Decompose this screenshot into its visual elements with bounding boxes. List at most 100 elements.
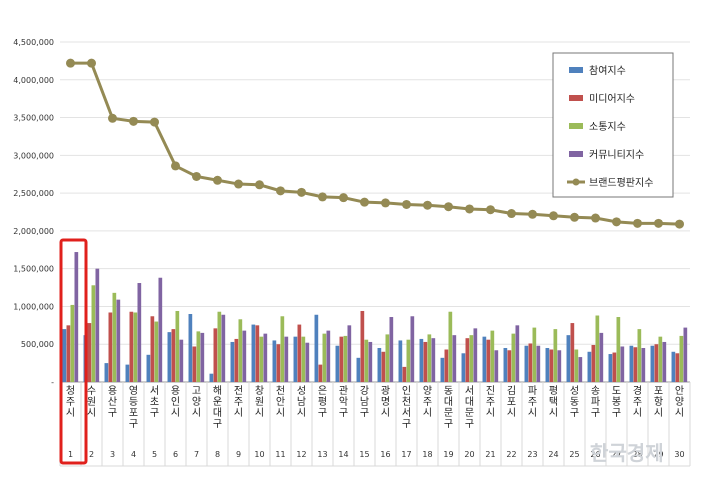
- bar: [507, 350, 512, 382]
- bar: [301, 336, 306, 382]
- bar: [347, 325, 352, 382]
- rank-label: 16: [380, 450, 390, 459]
- line-point: [486, 205, 495, 215]
- line-point: [507, 209, 516, 219]
- y-tick-label: 500,000: [21, 340, 54, 349]
- rank-label: 23: [527, 450, 537, 459]
- line-point: [675, 219, 684, 229]
- bar: [87, 323, 92, 382]
- y-tick-label: 3,000,000: [13, 151, 54, 160]
- line-point: [171, 161, 180, 171]
- bar: [461, 353, 466, 382]
- bar: [566, 335, 571, 382]
- bar: [196, 331, 201, 382]
- bar: [578, 357, 583, 382]
- bar: [356, 357, 361, 382]
- bar: [419, 338, 424, 382]
- rank-label: 5: [152, 450, 157, 459]
- bar: [633, 347, 638, 382]
- bar: [129, 311, 134, 382]
- rank-label: 28: [632, 450, 642, 459]
- legend-swatch: [569, 123, 583, 129]
- bar: [385, 334, 390, 382]
- bar: [154, 321, 159, 382]
- line-point: [612, 217, 621, 227]
- bar-series: [62, 252, 688, 382]
- bar: [406, 339, 411, 382]
- rank-label: 2: [89, 450, 94, 459]
- rank-label: 11: [275, 450, 285, 459]
- bar: [545, 348, 550, 382]
- bar: [364, 339, 369, 382]
- y-tick-label: 4,500,000: [13, 38, 54, 47]
- bar: [587, 351, 592, 382]
- bar: [410, 316, 415, 382]
- bar: [423, 341, 428, 382]
- legend-swatch: [569, 95, 583, 101]
- bar: [528, 343, 533, 382]
- bar: [272, 340, 277, 382]
- bar: [234, 338, 239, 382]
- bar: [549, 349, 554, 382]
- x-axis: 청 주 시 1 수 원 시 2 용 산 구 3 영 등 포 구 4 서 초 구 5 용 인 시 6 고 양 시 7 해 운 대 구 8 전 주 시 9 창 원…: [59, 382, 691, 467]
- bar: [427, 334, 432, 382]
- bar: [335, 345, 340, 382]
- line-point: [129, 116, 138, 126]
- bar: [679, 335, 684, 382]
- bar: [108, 312, 113, 382]
- bar: [217, 311, 222, 382]
- bar: [591, 344, 596, 382]
- bar: [146, 354, 151, 382]
- line-point: [276, 186, 285, 196]
- bar: [490, 330, 495, 382]
- line-point: [528, 209, 537, 219]
- bar: [116, 299, 121, 382]
- line-point: [150, 117, 159, 127]
- bar: [213, 328, 218, 382]
- highlight-box: [59, 238, 88, 465]
- y-tick-label: 2,500,000: [13, 189, 54, 198]
- bar: [305, 342, 310, 382]
- bar: [494, 350, 499, 382]
- bar: [599, 332, 604, 382]
- y-axis: - 500,000 1,000,000 1,500,000 2,000,000 2,500…: [13, 38, 54, 387]
- bar: [137, 283, 142, 382]
- line-point: [318, 192, 327, 202]
- bar: [322, 333, 327, 382]
- rank-label: 1: [68, 450, 73, 459]
- bar: [112, 292, 117, 382]
- bar: [125, 364, 130, 382]
- rank-label: 30: [674, 450, 684, 459]
- bar: [515, 325, 520, 382]
- bar: [259, 336, 264, 382]
- line-point: [633, 218, 642, 228]
- bar: [62, 329, 67, 382]
- line-point: [234, 179, 243, 189]
- rank-label: 20: [464, 450, 474, 459]
- legend-label: 커뮤니티지수: [589, 149, 644, 161]
- bar: [209, 373, 214, 382]
- y-tick-label: 1,500,000: [13, 265, 54, 274]
- bar: [465, 338, 470, 382]
- line-point: [192, 171, 201, 181]
- bar: [503, 348, 508, 382]
- line-point: [549, 211, 558, 221]
- y-tick-label: 3,500,000: [13, 114, 54, 123]
- bar: [641, 348, 646, 382]
- bar: [171, 329, 176, 382]
- bar: [616, 317, 621, 382]
- line-point: [591, 213, 600, 223]
- line-point: [570, 212, 579, 222]
